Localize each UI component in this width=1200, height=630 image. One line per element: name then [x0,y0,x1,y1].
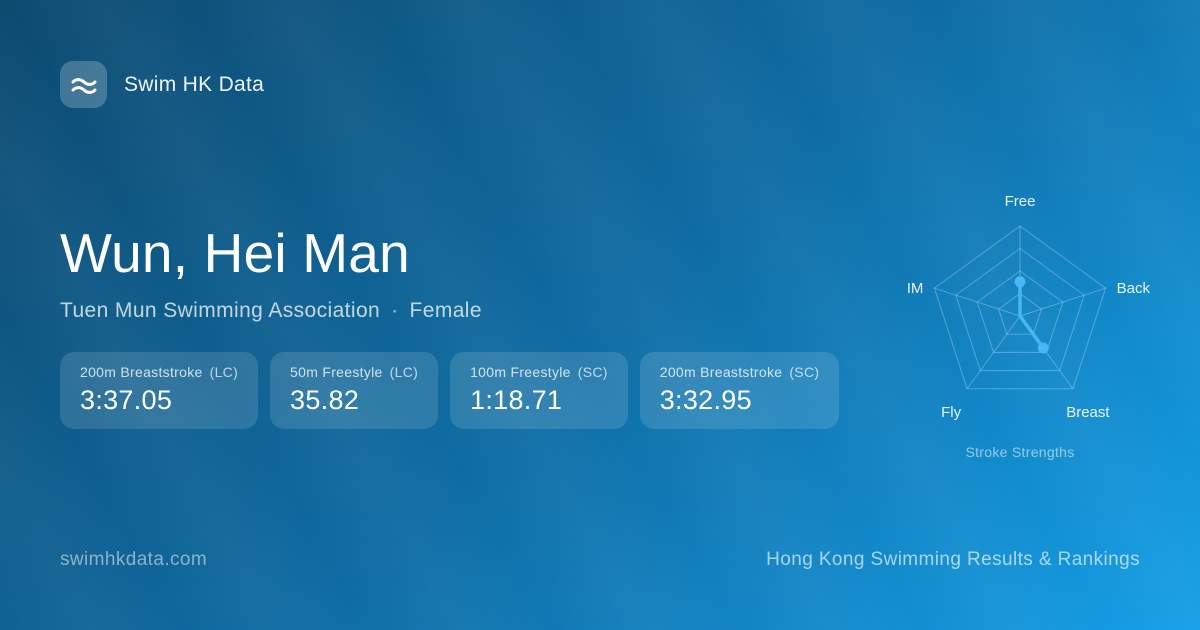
event-name: 200m Breaststroke [659,364,783,380]
header: Swim HK Data [60,61,264,108]
radar-axis-label: Free [1005,193,1036,210]
best-time-card: 200m Breaststroke (LC) 3:37.05 [60,352,259,429]
brand-name: Swim HK Data [124,72,265,96]
best-time-card: 100m Freestyle (SC) 1:18.71 [450,352,628,429]
radar-data-point [1037,342,1049,354]
event-time: 35.82 [290,385,360,415]
stroke-strengths-radar-chart: Free Back Breast Fly IM Stroke Strengths [870,166,1170,466]
event-name: 100m Freestyle [470,364,571,380]
event-label: 50m Freestyle (LC) [290,364,418,380]
event-course: (SC) [577,364,608,380]
site-tagline: Hong Kong Swimming Results & Rankings [766,549,1140,570]
athlete-subtitle: Tuen Mun Swimming Association · Female [60,299,482,323]
radar-axis-label: Breast [1066,404,1110,421]
waves-icon [71,77,96,94]
event-label: 200m Breaststroke (SC) [660,364,820,380]
event-label: 100m Freestyle (SC) [470,364,608,380]
event-name: 50m Freestyle [290,364,383,380]
event-label: 200m Breaststroke (LC) [80,364,238,380]
athlete-gender: Female [409,299,482,322]
radar-axis-label: Back [1117,280,1151,297]
athlete-club: Tuen Mun Swimming Association [60,299,381,322]
site-domain: swimhkdata.com [60,549,208,570]
event-time: 3:32.95 [659,385,752,415]
radar-data-point [1014,276,1026,288]
athlete-name: Wun, Hei Man [60,222,410,284]
radar-axis-label: Fly [941,404,961,421]
event-time: 1:18.71 [470,385,563,415]
best-time-card: 50m Freestyle (LC) 35.82 [270,352,439,429]
event-name: 200m Breaststroke [80,364,203,380]
event-course: (LC) [209,364,239,380]
event-time: 3:37.05 [80,385,173,415]
event-course: (LC) [389,364,419,380]
brand-logo [60,61,107,108]
subtitle-separator: · [391,299,399,322]
radar-axis-label: IM [907,280,924,297]
best-time-card: 200m Breaststroke (SC) 3:32.95 [639,352,840,429]
radar-chart-caption: Stroke Strengths [965,444,1074,460]
event-course: (SC) [789,364,820,380]
radar-chart-svg: Free Back Breast Fly IM Stroke Strengths [907,193,1151,460]
best-times-row: 200m Breaststroke (LC) 3:37.05 50m Freest… [60,352,840,429]
